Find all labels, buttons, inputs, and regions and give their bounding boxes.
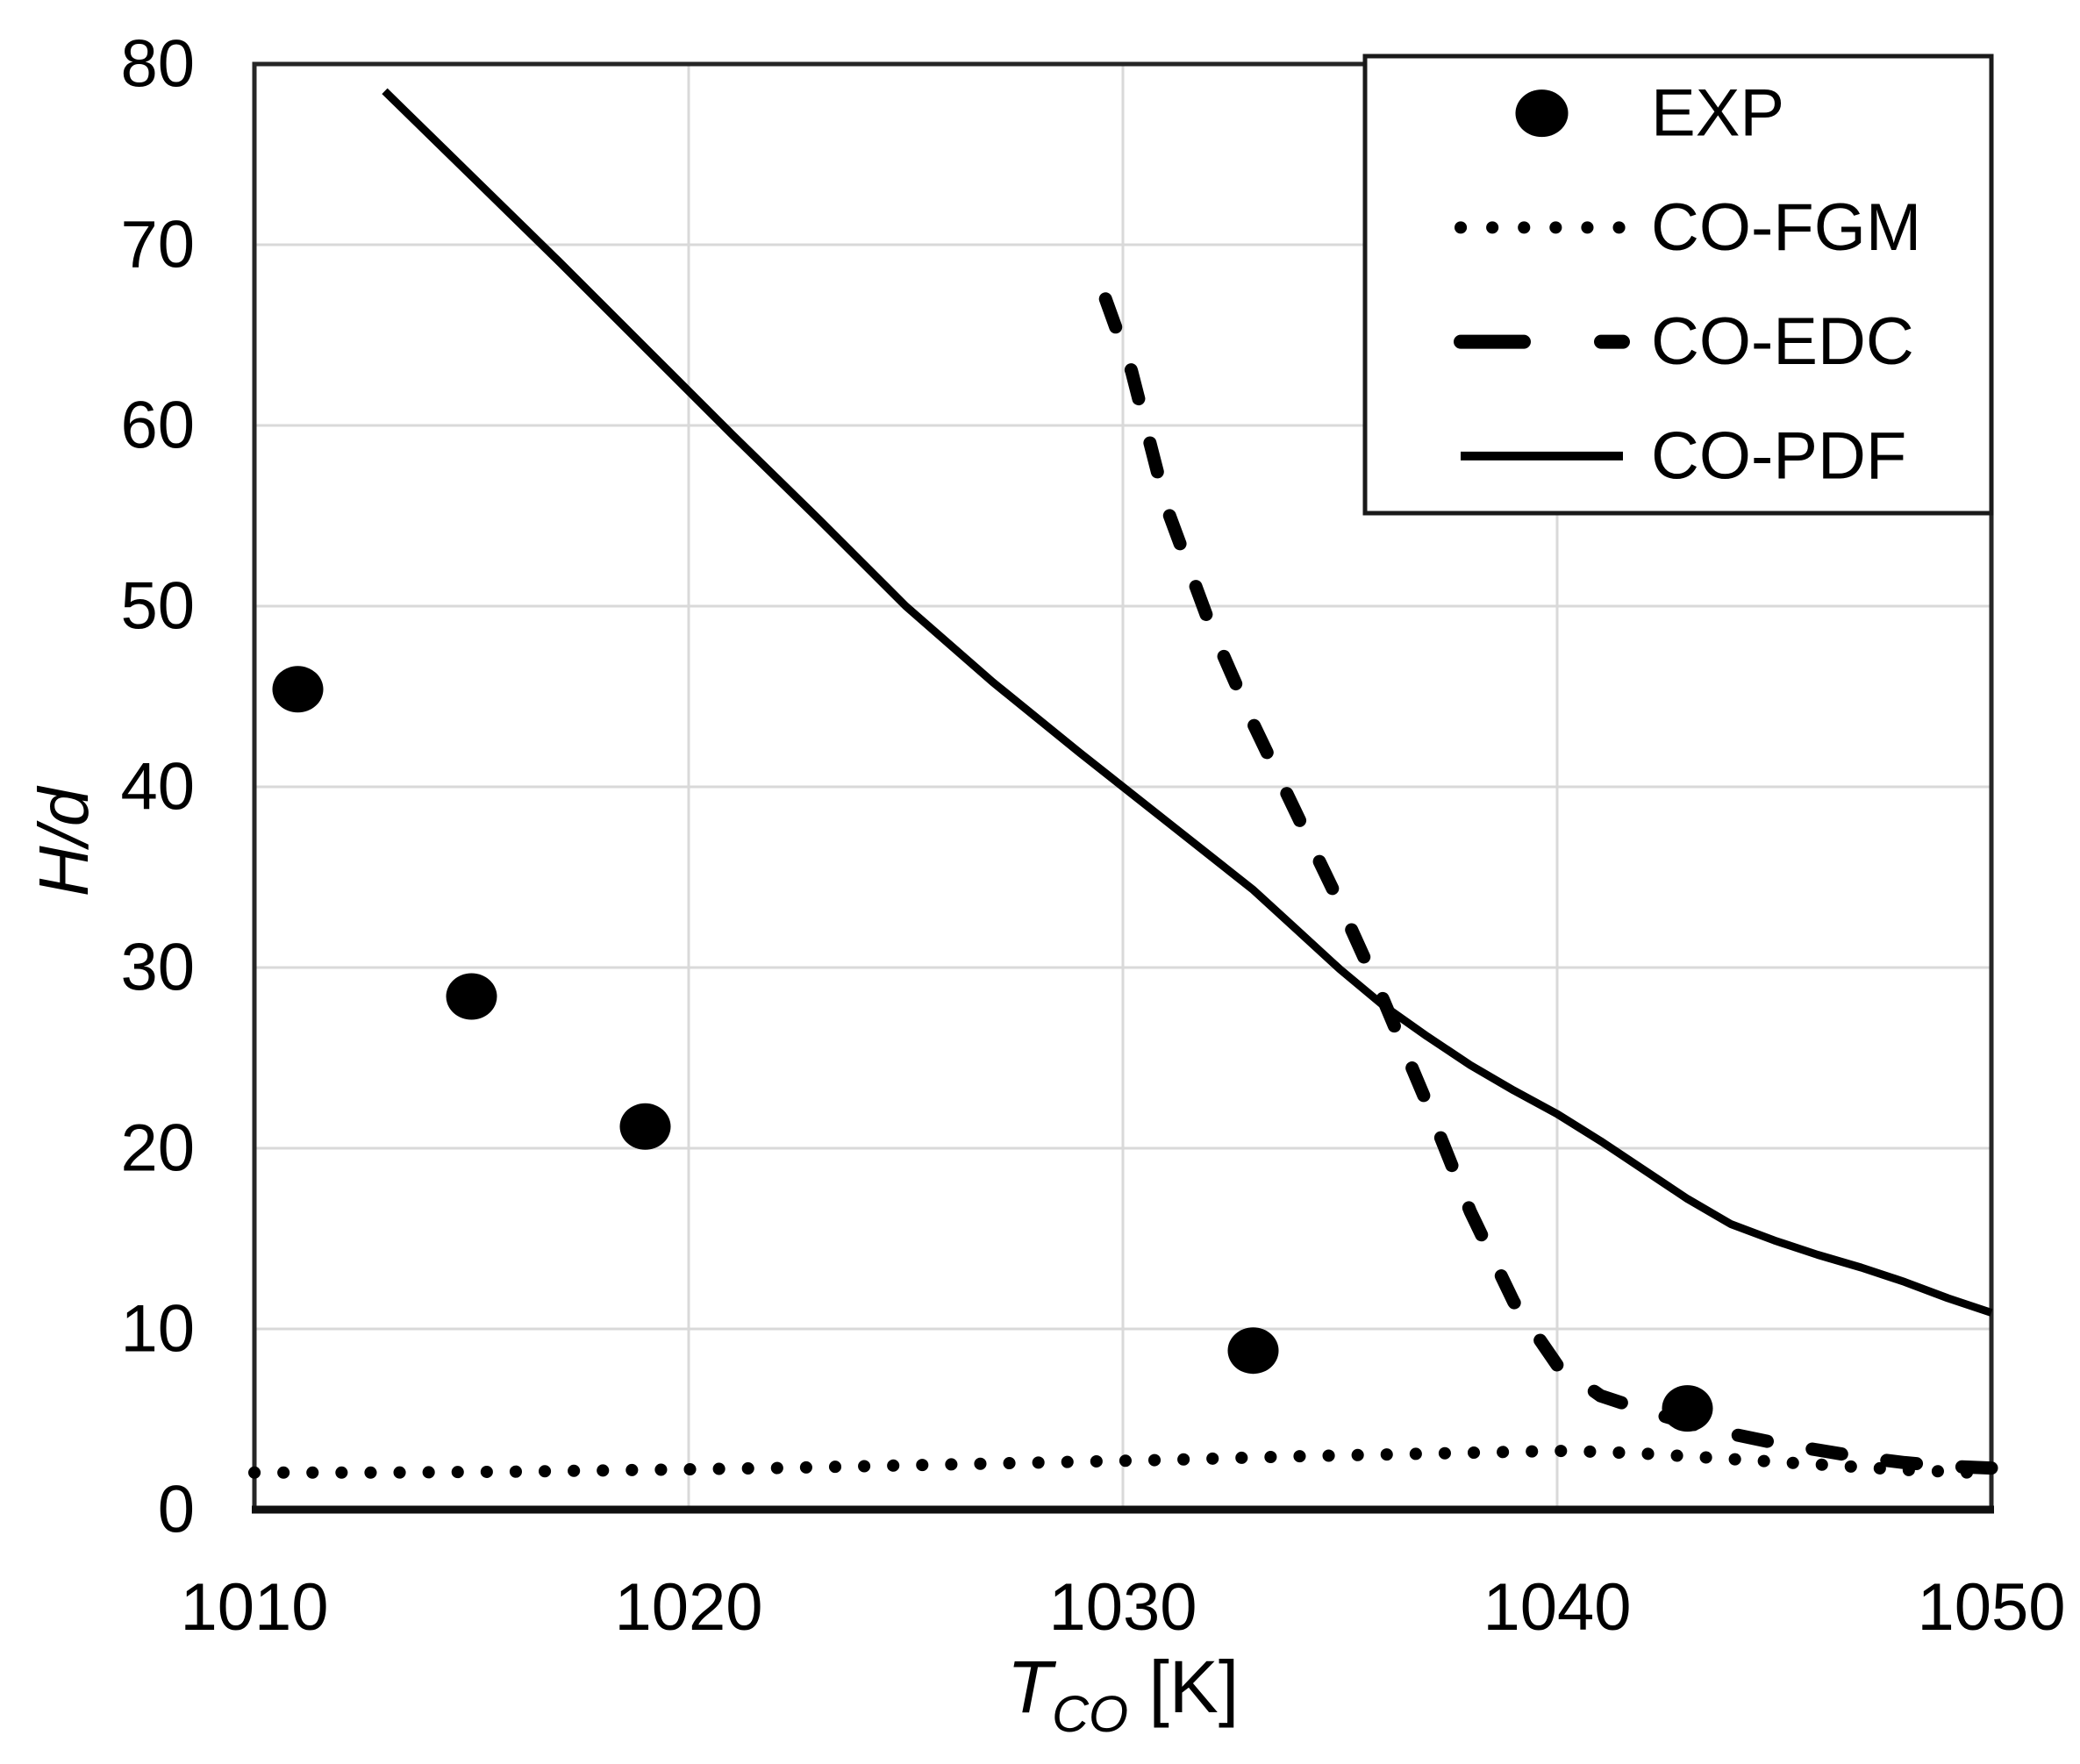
legend-label-co-edc: CO-EDC <box>1651 304 1914 379</box>
x-tick-label: 1020 <box>614 1570 762 1645</box>
legend-marker-circle <box>1515 89 1569 138</box>
legend-label-co-pdf: CO-PDF <box>1651 418 1906 493</box>
y-tick-label: 20 <box>120 1111 195 1186</box>
legend-box <box>1362 54 1994 516</box>
y-tick-label: 80 <box>120 27 195 102</box>
y-tick-label: 60 <box>120 389 195 463</box>
x-axis-title: TCO [K] <box>1007 1646 1239 1743</box>
x-tick-label: 1030 <box>1048 1570 1197 1645</box>
series-exp-points <box>272 666 1713 1432</box>
legend-item-co-fgm: CO-FGM <box>1455 190 1921 265</box>
legend-label-exp: EXP <box>1651 76 1784 151</box>
series-co-pdf-curve <box>382 88 1993 1317</box>
legend-item-exp: EXP <box>1515 76 1784 151</box>
y-tick-label: 70 <box>120 208 195 282</box>
y-tick-label: 30 <box>120 931 195 1005</box>
y-tick-labels: 0 10 20 30 40 50 60 70 80 <box>120 27 195 1547</box>
series-co-edc-curve <box>1098 292 1998 1475</box>
legend: EXP CO-FGM CO-EDC CO-PDF <box>1362 54 1994 516</box>
x-tick-labels: 1010 1020 1030 1040 1050 <box>180 1570 2065 1645</box>
exp-point <box>446 973 497 1020</box>
exp-point <box>272 666 324 713</box>
x-tick-label: 1040 <box>1483 1570 1631 1645</box>
y-tick-label: 10 <box>120 1292 195 1367</box>
x-tick-label: 1050 <box>1917 1570 2065 1645</box>
y-tick-label: 50 <box>120 569 195 644</box>
series-group <box>248 88 1998 1480</box>
legend-item-co-edc: CO-EDC <box>1454 304 1914 379</box>
exp-point <box>619 1103 671 1150</box>
legend-item-co-pdf: CO-PDF <box>1461 418 1906 493</box>
x-tick-label: 1010 <box>180 1570 328 1645</box>
exp-point <box>1227 1327 1279 1375</box>
y-tick-label: 0 <box>158 1473 195 1547</box>
y-axis-title: H/d <box>25 785 103 896</box>
legend-label-co-fgm: CO-FGM <box>1651 190 1921 265</box>
y-tick-label: 40 <box>120 750 195 825</box>
